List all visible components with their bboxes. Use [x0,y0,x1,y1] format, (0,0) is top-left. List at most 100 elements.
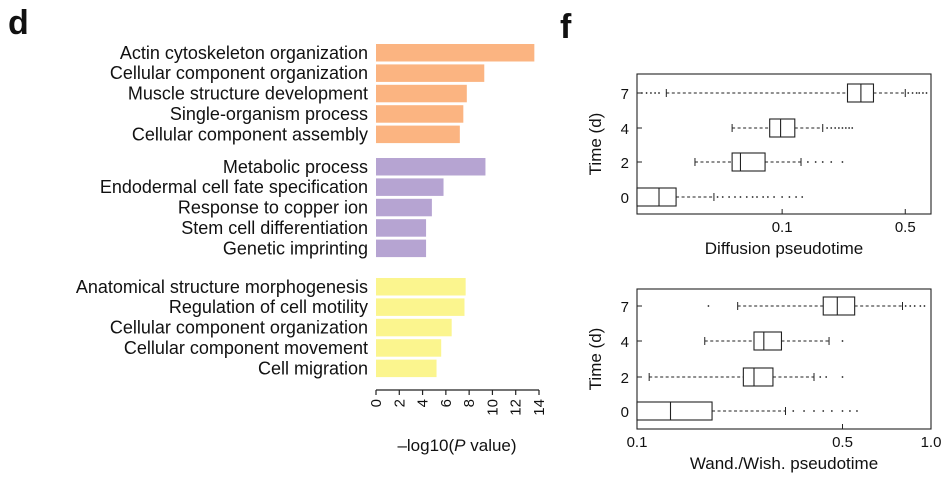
outlier-point [707,305,710,307]
bar-x-tick-label: 10 [484,399,501,416]
bar [376,239,427,258]
outlier-point [830,410,833,412]
bar-category-label: Response to copper ion [178,198,368,218]
outlier-point [654,92,656,94]
y-tick-label: 2 [621,370,629,387]
outlier-point [913,305,916,307]
x-tick-label: 1.0 [921,434,942,451]
outlier-point [923,305,926,307]
bar-category-label: Actin cytoskeleton organization [120,43,368,63]
outlier-point [909,305,912,307]
y-axis-title: Time (d) [586,328,605,391]
outlier-point [756,196,758,198]
outlier-point [826,127,829,129]
x-axis-title: Wand./Wish. pseudotime [690,454,878,473]
bar [376,105,464,123]
bar [376,359,437,378]
bar-category-label: Anatomical structure morphogenesis [76,277,368,297]
x-axis-title: Diffusion pseudotime [705,239,863,258]
bar-category-label: Endodermal cell fate specification [100,177,368,197]
outlier-point [841,161,844,163]
outlier-point [801,196,804,198]
outlier-point [822,410,825,412]
bar-x-axis-title: –log10(P value) [397,436,516,455]
outlier-point [792,410,795,412]
outlier-point [904,305,907,307]
outlier-point [762,196,765,198]
outlier-point [650,92,652,94]
y-tick-label: 7 [621,299,629,316]
bar [376,278,466,296]
outlier-point [803,410,805,412]
box [742,367,774,387]
bar [376,298,465,316]
outlier-point [773,196,775,198]
outlier-point [781,196,784,198]
outlier-point [641,92,643,94]
diffusion-boxplot: 7 4 2 0 0.1 0.5 Diffusion pseudotime Time (d) [586,73,932,258]
y-axis-title: Time (d) [586,113,605,176]
outlier-point [841,127,844,129]
outlier-point [825,376,828,378]
wandwish-boxplot: 7 4 2 0 0.1 0.5 1.0 Wand./Wish. pseudotime Time … [586,288,942,473]
outlier-point [658,92,660,94]
panel-letter-f: f [560,8,572,46]
bar-x-tick-label: 6 [438,399,455,407]
bar [376,44,535,62]
x-tick-label: 0.1 [772,219,793,236]
outlier-point [844,127,847,129]
y-tick-label: 4 [621,121,629,138]
bar-category-label: Cellular component movement [124,338,368,358]
outlier-point [915,92,918,94]
bar-x-tick-label: 2 [391,399,408,407]
outlier-point [806,161,809,163]
outlier-point [814,161,817,163]
bar-x-tick-label: 4 [415,399,432,407]
bar-category-label: Regulation of cell motility [169,297,368,317]
plot-frame [636,288,932,430]
outlier-point [911,92,914,94]
x-tick-label: 0.1 [627,434,648,451]
outlier-point [716,196,719,198]
plot-frame [636,73,932,215]
outlier-point [907,92,910,94]
bar [376,219,427,237]
bar-x-tick-label: 8 [461,399,478,407]
outlier-point [922,92,924,94]
bar-category-label: Metabolic process [223,157,368,177]
box [636,401,713,421]
outlier-point [849,410,851,412]
bar [376,339,442,357]
bar [376,158,486,176]
bar-category-label: Muscle structure development [128,84,368,104]
bar [376,198,432,217]
bar-category-label: Cellular component organization [110,318,368,338]
box [769,118,796,138]
x-tick-label: 0.5 [832,434,853,451]
outlier-point [721,196,724,198]
bar-x-tick-label: 0 [368,399,385,407]
outlier-point [751,196,754,198]
outlier-point [841,340,844,342]
outlier-point [841,376,844,378]
y-tick-label: 2 [621,155,629,172]
outlier-point [645,92,648,94]
outlier-point [834,127,837,129]
bar-x-tick-label: 12 [508,399,525,416]
y-tick-label: 0 [621,404,629,421]
outlier-point [745,196,748,198]
panel-letter-d: d [8,4,29,42]
bar-x-tick-label: 14 [531,399,548,416]
outlier-point [813,410,815,412]
outlier-point [795,196,797,198]
outlier-point [821,161,824,163]
y-tick-label: 4 [621,334,629,351]
outlier-point [788,196,791,198]
bar-category-label: Single-organism process [170,104,368,124]
bar-category-label: Stem cell differentiation [181,218,368,238]
outlier-point [925,92,928,94]
bar [376,64,485,82]
outlier-point [739,196,742,198]
bar-category-label: Cell migration [258,358,368,378]
